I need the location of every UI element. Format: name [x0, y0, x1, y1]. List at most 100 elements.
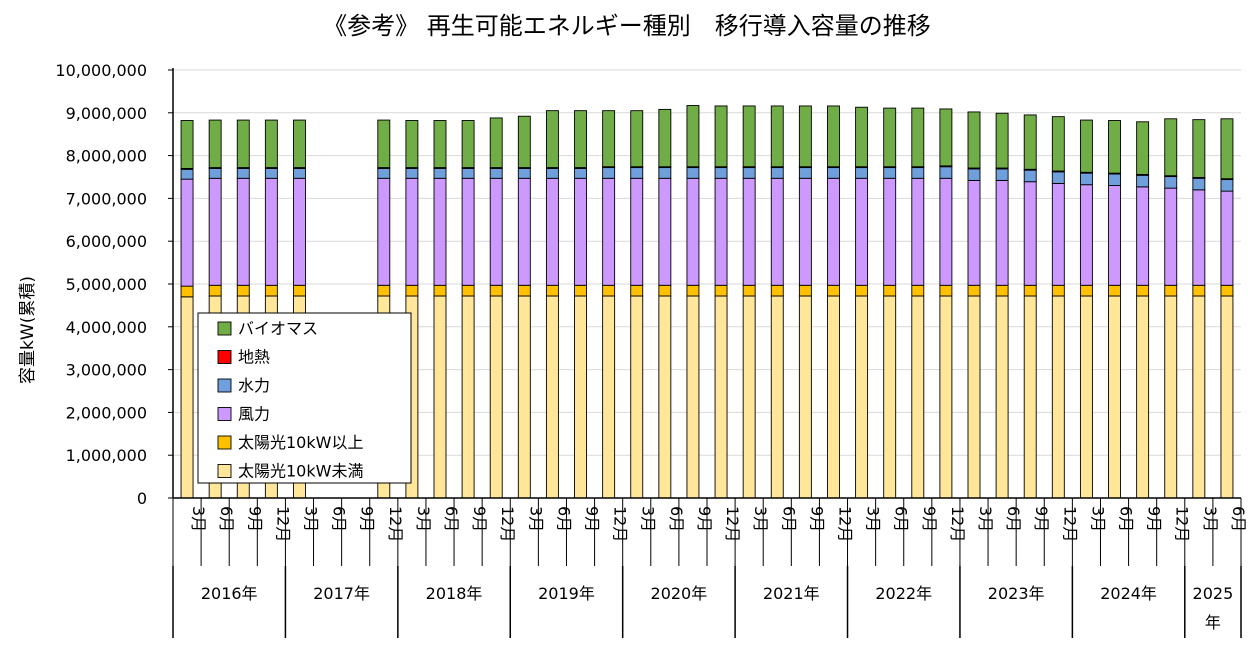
bar-segment	[1220, 179, 1234, 192]
bar-segment	[1164, 295, 1178, 499]
bar-segment	[1136, 284, 1150, 297]
x-year-labels: 2016年 2017年 2018年 2019年 2020年 2021年 2022年 2023年…	[201, 584, 1233, 632]
bar-segment	[1023, 114, 1037, 170]
bar-segment	[545, 177, 559, 286]
bar-segment	[967, 284, 981, 297]
bar-segment	[1192, 119, 1206, 178]
bar-segment	[911, 284, 925, 297]
legend-label: 地熱	[238, 348, 270, 367]
bar-segment	[742, 167, 756, 179]
bar-segment	[967, 179, 981, 286]
bar-segment	[1164, 284, 1178, 297]
bar-segment	[1023, 181, 1037, 286]
bar-segment	[967, 168, 981, 181]
x-category-label: 9月	[1145, 506, 1164, 532]
y-axis-label: 容量kW(累積)	[18, 276, 38, 384]
bar-segment	[855, 284, 869, 297]
bar-segment	[855, 177, 869, 286]
bar-segment	[1079, 184, 1093, 286]
bar-segment	[798, 167, 812, 179]
bar-segment	[883, 295, 897, 499]
bar-segment	[827, 177, 840, 286]
x-category-label: 3月	[189, 506, 208, 532]
x-year-label: 2020年	[651, 584, 708, 603]
bar-segment	[630, 110, 644, 168]
bar-segment	[911, 107, 925, 168]
y-tick-label: 0	[137, 489, 147, 508]
bar-segment	[1136, 295, 1150, 499]
bar-segment	[714, 177, 728, 286]
legend-label: 風力	[238, 405, 270, 424]
bar-segment	[293, 284, 306, 297]
bar-segment	[461, 120, 475, 169]
x-category-label: 6月	[667, 506, 686, 532]
bar-segment	[236, 177, 250, 286]
y-tick-label: 7,000,000	[66, 189, 147, 208]
x-year-label: 2018年	[426, 584, 483, 603]
x-category-label: 12月	[273, 506, 292, 542]
bar-segment	[855, 295, 869, 499]
bar-segment	[1136, 174, 1150, 188]
bar-segment	[602, 110, 616, 168]
bar-segment	[686, 177, 700, 286]
bar-segment	[264, 284, 278, 297]
bar-segment	[517, 284, 531, 297]
bar-segment	[545, 110, 559, 169]
bar-segment	[602, 284, 616, 297]
bar-segment	[770, 284, 784, 297]
bar-segment	[208, 177, 222, 286]
legend-swatch	[217, 321, 232, 336]
y-tick-label: 1,000,000	[66, 446, 147, 465]
x-category-label: 6月	[1004, 506, 1023, 532]
bar-segment	[630, 177, 644, 286]
bar-segment	[686, 284, 700, 297]
bar-segment	[377, 167, 391, 179]
bar-segment	[742, 105, 756, 168]
bar-segment	[574, 295, 587, 499]
bar-segment	[1136, 186, 1150, 286]
bar-segment	[883, 284, 897, 297]
bar-segment	[911, 167, 925, 179]
y-tick-labels: 0 1,000,000 2,000,000 3,000,000 4,000,000 5,0…	[55, 61, 147, 508]
x-category-label: 3月	[1088, 506, 1107, 532]
bar-segment	[180, 296, 194, 499]
x-year-label: 2019年	[538, 584, 595, 603]
legend-label: 太陽光10kW以上	[238, 433, 363, 452]
x-category-label: 3月	[414, 506, 433, 532]
bar-segment	[405, 167, 419, 179]
x-category-label: 6月	[1229, 506, 1248, 532]
legend-swatch	[217, 464, 232, 478]
bar-segment	[489, 295, 503, 499]
x-category-label: 12月	[835, 506, 854, 542]
bar-segment	[293, 119, 306, 169]
x-year-label: 2021年	[763, 584, 820, 603]
bar-segment	[630, 167, 644, 179]
bar-segment	[433, 295, 447, 499]
x-category-label: 3月	[1201, 506, 1220, 532]
x-year-label: 2016年	[201, 584, 258, 603]
bar-segment	[433, 167, 447, 179]
bar-segment	[602, 167, 616, 179]
bar-segment	[405, 284, 419, 297]
bar-segment	[883, 167, 897, 179]
bar-segment	[433, 177, 447, 286]
bar-segment	[883, 177, 897, 286]
x-category-label: 9月	[245, 506, 264, 532]
bar-segment	[236, 284, 250, 297]
bar-segment	[658, 167, 672, 179]
bar-segment	[461, 284, 475, 297]
x-category-label: 9月	[470, 506, 489, 532]
x-year-label: 2017年	[313, 584, 370, 603]
bar-segment	[489, 117, 503, 169]
bar-segment	[1108, 185, 1121, 286]
x-category-label: 6月	[217, 506, 236, 532]
bar-segment	[995, 112, 1009, 169]
bar-segment	[545, 167, 559, 179]
bar-segment	[489, 284, 503, 297]
x-category-label: 6月	[442, 506, 461, 532]
bar-segment	[433, 120, 447, 169]
bar-segment	[995, 179, 1009, 286]
bar-segment	[855, 106, 869, 168]
bar-segment	[377, 119, 391, 169]
legend-label: バイオマス	[238, 319, 318, 338]
